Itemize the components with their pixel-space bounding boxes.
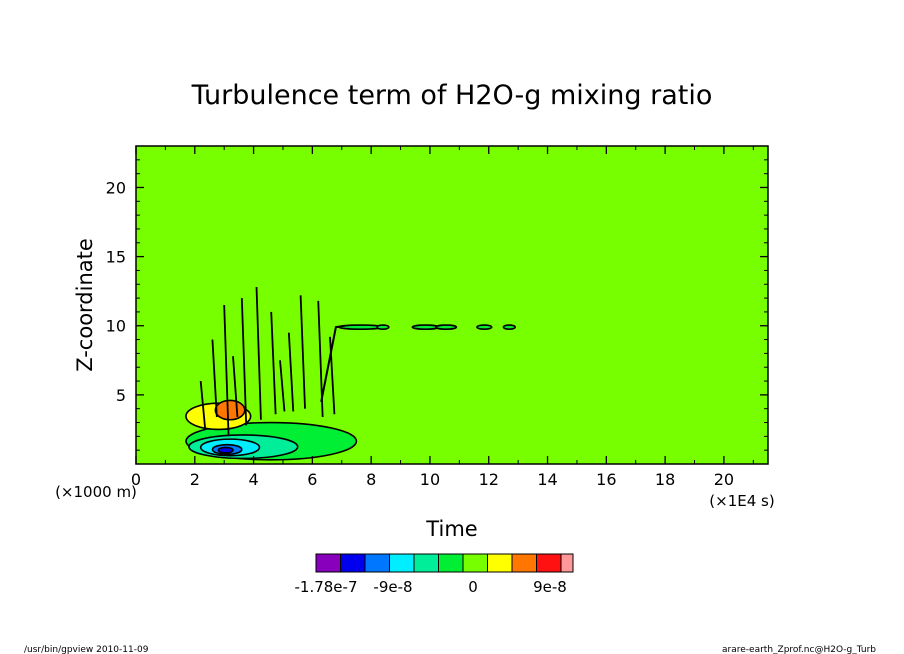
contour-streak bbox=[279, 360, 286, 412]
y-axis-label: Z-coordinate bbox=[73, 238, 97, 372]
contour-region-orange-patch bbox=[214, 399, 246, 421]
contour-region-darkblue-core bbox=[217, 446, 234, 454]
contour-streak bbox=[211, 339, 218, 418]
x-tick-label: 12 bbox=[479, 470, 499, 489]
x-tick-label: 14 bbox=[537, 470, 557, 489]
y-tick-label: 20 bbox=[106, 178, 126, 197]
x-tick-label: 2 bbox=[190, 470, 200, 489]
footer-left: /usr/bin/gpview 2010-11-09 bbox=[24, 645, 149, 654]
x-tick-label: 20 bbox=[714, 470, 734, 489]
plot-area: 0 2 4 6 8 10 12 14 16 18 20 5 10 15 20 bbox=[106, 145, 769, 489]
contour-connector bbox=[320, 324, 345, 402]
x-tick-label: 8 bbox=[366, 470, 376, 489]
colorbar: -1.78e-7 -9e-8 0 9e-8 bbox=[295, 553, 574, 596]
contour-streak bbox=[240, 298, 248, 426]
colorbar-swatch bbox=[315, 553, 341, 573]
contour-streak bbox=[299, 295, 306, 409]
y-tick-label: 10 bbox=[106, 317, 126, 336]
footer-right: arare-earth_Zprof.nc@H2O-g_Turb bbox=[722, 645, 876, 654]
x-tick-label: 18 bbox=[655, 470, 675, 489]
colorbar-swatch bbox=[511, 553, 537, 573]
colorbar-label: 0 bbox=[468, 578, 478, 596]
contour-region-upper-band-2 bbox=[376, 324, 390, 330]
contour-region-upper-band-5 bbox=[476, 324, 493, 330]
colorbar-swatch bbox=[438, 553, 464, 573]
colorbar-label: 9e-8 bbox=[533, 578, 567, 596]
colorbar-swatch bbox=[560, 553, 574, 573]
y-axis-unit: (×1000 m) bbox=[55, 483, 137, 501]
x-tick-label: 4 bbox=[248, 470, 258, 489]
plot-frame bbox=[135, 145, 769, 465]
colorbar-label: -9e-8 bbox=[373, 578, 412, 596]
x-tick-label: 6 bbox=[307, 470, 317, 489]
y-axis-ticks: 5 10 15 20 bbox=[106, 159, 768, 451]
contour-lines bbox=[199, 286, 345, 437]
y-tick-label: 15 bbox=[106, 248, 126, 267]
contour-region-upper-band-3 bbox=[411, 324, 440, 330]
contour-streak bbox=[232, 356, 239, 418]
colorbar-swatch bbox=[340, 553, 366, 573]
x-tick-label: 0 bbox=[131, 470, 141, 489]
contour-streak bbox=[270, 311, 277, 415]
contour-streak bbox=[255, 286, 262, 420]
colorbar-swatch bbox=[389, 553, 415, 573]
contour-streak bbox=[199, 380, 206, 429]
x-axis-unit: (×1E4 s) bbox=[709, 492, 774, 510]
x-tick-label: 10 bbox=[420, 470, 440, 489]
chart-title: Turbulence term of H2O-g mixing ratio bbox=[191, 80, 713, 111]
colorbar-swatch bbox=[413, 553, 439, 573]
colorbar-swatch bbox=[487, 553, 513, 573]
x-axis-label: Time bbox=[425, 517, 477, 541]
contour-region-upper-band-6 bbox=[502, 324, 517, 330]
x-axis-ticks: 0 2 4 6 8 10 12 14 16 18 20 bbox=[131, 146, 754, 489]
colorbar-label: -1.78e-7 bbox=[295, 578, 358, 596]
contour-region-upper-band-4 bbox=[435, 324, 458, 330]
colorbar-swatch bbox=[536, 553, 562, 573]
colorbar-swatch bbox=[462, 553, 488, 573]
contour-streak bbox=[287, 332, 295, 412]
contour-streak bbox=[223, 304, 230, 437]
x-tick-label: 16 bbox=[596, 470, 616, 489]
colorbar-swatch bbox=[364, 553, 390, 573]
y-tick-label: 5 bbox=[116, 386, 126, 405]
